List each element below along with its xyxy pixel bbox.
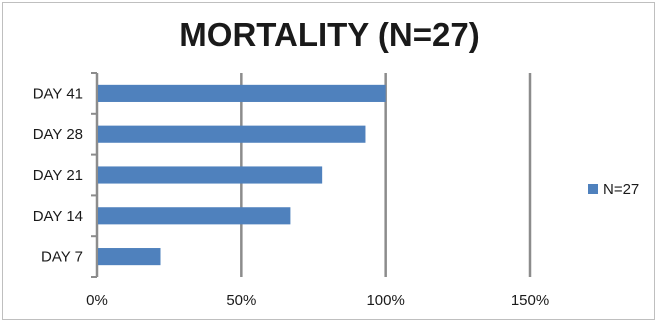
bar <box>98 125 366 143</box>
axis-layer <box>91 72 99 278</box>
y-tick-label: DAY 41 <box>33 85 83 102</box>
bar <box>98 84 386 102</box>
bar <box>98 166 323 184</box>
chart-frame <box>2 2 655 320</box>
y-tick-label: DAY 28 <box>33 126 83 143</box>
bar <box>98 248 161 266</box>
x-tick-label: 50% <box>226 292 256 309</box>
y-tick-label: DAY 7 <box>41 249 83 266</box>
bar <box>98 207 291 225</box>
label-layer: 0% 50% 100% 150% DAY 7 DAY 14 DAY 21 DAY 28 DAY … <box>33 85 550 309</box>
legend-swatch <box>588 184 598 194</box>
x-tick-label: 100% <box>366 292 404 309</box>
y-tick-label: DAY 14 <box>33 208 83 225</box>
x-tick-label: 150% <box>511 292 549 309</box>
x-tick-label: 0% <box>86 292 108 309</box>
bar-layer <box>98 84 386 266</box>
y-tick-label: DAY 21 <box>33 167 83 184</box>
legend-label: N=27 <box>603 181 639 198</box>
chart-title: MORTALITY (N=27) <box>179 16 480 53</box>
legend: N=27 <box>588 181 639 198</box>
